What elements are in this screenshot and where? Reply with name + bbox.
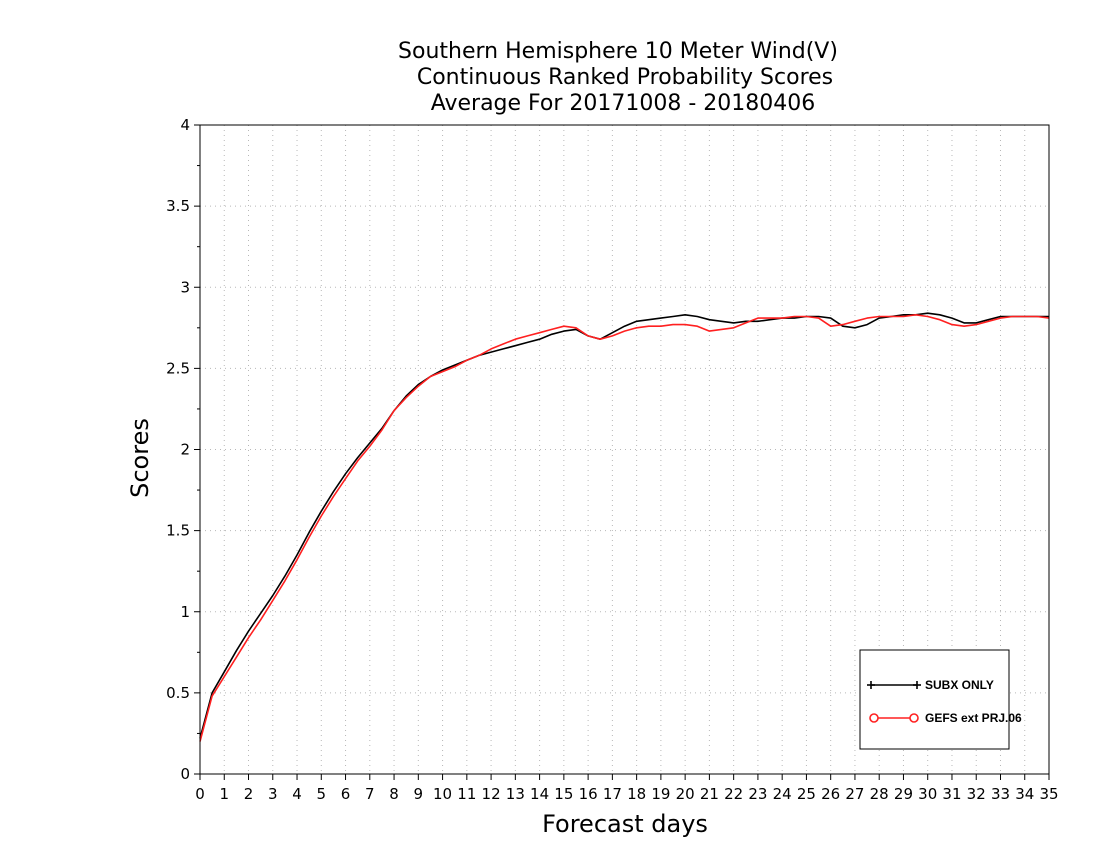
legend-marker-circle	[909, 713, 919, 723]
x-tick-label: 19	[651, 785, 670, 803]
x-tick-label: 31	[942, 785, 961, 803]
x-axis-label: Forecast days	[542, 810, 708, 838]
data-series	[199, 312, 1050, 742]
y-tick-label: 0	[180, 765, 190, 783]
x-tick-label: 22	[724, 785, 743, 803]
x-tick-label: 6	[341, 785, 351, 803]
x-tick-label: 32	[967, 785, 986, 803]
x-tick-label: 17	[603, 785, 622, 803]
chart-title-line-3: Average For 20171008 - 20180406	[431, 91, 816, 116]
x-tick-label: 5	[317, 785, 327, 803]
series-line-0	[199, 312, 1049, 739]
x-tick-label: 20	[676, 785, 695, 803]
chart-title-line-1: Southern Hemisphere 10 Meter Wind(V)	[398, 39, 838, 64]
legend-label-0: SUBX ONLY	[925, 678, 994, 692]
x-axis: 0 1 2 3 4 5 6 7 8 9 10 11 12 13 14 15 16 17 18 19 20 21 22 23 24…	[195, 774, 1059, 803]
x-tick-label: 18	[627, 785, 646, 803]
x-tick-label: 9	[414, 785, 424, 803]
x-tick-label: 13	[506, 785, 525, 803]
x-tick-label: 0	[195, 785, 205, 803]
y-tick-label: 3	[180, 278, 190, 296]
x-tick-label: 2	[244, 785, 254, 803]
legend: SUBX ONLY GEFS ext PRJ.06	[859, 649, 1022, 750]
y-tick-label: 1	[180, 603, 190, 621]
x-tick-label: 23	[748, 785, 767, 803]
y-tick-label: 3.5	[166, 197, 190, 215]
x-tick-label: 4	[292, 785, 302, 803]
legend-marker-circle	[869, 713, 879, 723]
y-tick-label: 2	[180, 441, 190, 459]
x-tick-label: 34	[1015, 785, 1034, 803]
legend-box	[859, 649, 1010, 750]
y-tick-label: 1.5	[166, 522, 190, 540]
x-tick-label: 27	[845, 785, 864, 803]
x-tick-label: 15	[554, 785, 573, 803]
x-tick-label: 11	[457, 785, 476, 803]
plot-frame	[199, 124, 1050, 775]
x-tick-label: 21	[700, 785, 719, 803]
y-tick-label: 2.5	[166, 359, 190, 377]
x-tick-label: 12	[482, 785, 501, 803]
y-tick-label: 0.5	[166, 684, 190, 702]
x-tick-label: 33	[991, 785, 1010, 803]
x-tick-label: 26	[821, 785, 840, 803]
x-tick-label: 25	[797, 785, 816, 803]
x-tick-label: 24	[773, 785, 792, 803]
x-tick-label: 30	[918, 785, 937, 803]
chart-title-line-2: Continuous Ranked Probability Scores	[417, 65, 833, 90]
x-tick-label: 1	[219, 785, 229, 803]
legend-label-1: GEFS ext PRJ.06	[925, 711, 1022, 725]
y-tick-label: 4	[180, 116, 190, 134]
y-axis: 0 0.5 1 1.5 2 2.5 3 3.5 4	[166, 116, 200, 783]
x-tick-label: 14	[530, 785, 549, 803]
x-tick-label: 10	[433, 785, 452, 803]
x-tick-label: 8	[389, 785, 399, 803]
x-tick-label: 35	[1039, 785, 1058, 803]
x-tick-label: 7	[365, 785, 375, 803]
x-tick-label: 29	[894, 785, 913, 803]
x-tick-label: 3	[268, 785, 278, 803]
x-tick-label: 28	[870, 785, 889, 803]
y-axis-label: Scores	[126, 418, 154, 498]
series-line-1	[199, 313, 1050, 742]
chart-title: Southern Hemisphere 10 Meter Wind(V) Con…	[398, 39, 838, 116]
x-tick-label: 16	[579, 785, 598, 803]
